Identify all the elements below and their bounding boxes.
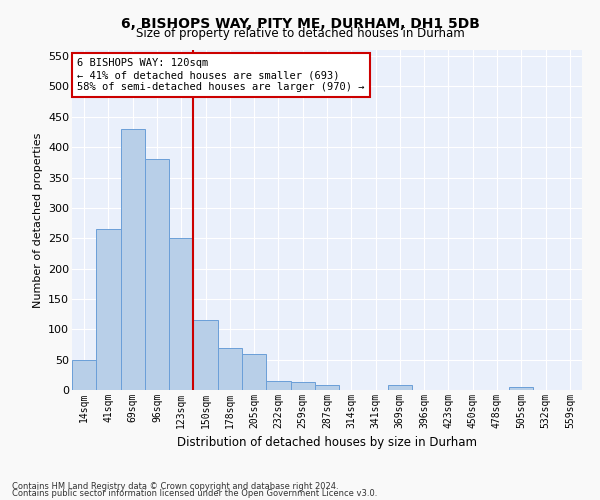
Bar xyxy=(96,229,121,390)
Text: Size of property relative to detached houses in Durham: Size of property relative to detached ho… xyxy=(136,28,464,40)
Bar xyxy=(290,382,315,390)
Bar xyxy=(145,160,169,390)
Bar xyxy=(509,387,533,390)
Bar xyxy=(169,238,193,390)
X-axis label: Distribution of detached houses by size in Durham: Distribution of detached houses by size … xyxy=(177,436,477,450)
Bar xyxy=(315,384,339,390)
Bar xyxy=(266,381,290,390)
Text: 6 BISHOPS WAY: 120sqm
← 41% of detached houses are smaller (693)
58% of semi-det: 6 BISHOPS WAY: 120sqm ← 41% of detached … xyxy=(77,58,365,92)
Bar xyxy=(388,384,412,390)
Text: 6, BISHOPS WAY, PITY ME, DURHAM, DH1 5DB: 6, BISHOPS WAY, PITY ME, DURHAM, DH1 5DB xyxy=(121,18,479,32)
Bar xyxy=(72,360,96,390)
Bar xyxy=(193,320,218,390)
Text: Contains public sector information licensed under the Open Government Licence v3: Contains public sector information licen… xyxy=(12,490,377,498)
Bar xyxy=(121,129,145,390)
Bar xyxy=(242,354,266,390)
Bar xyxy=(218,348,242,390)
Y-axis label: Number of detached properties: Number of detached properties xyxy=(32,132,43,308)
Text: Contains HM Land Registry data © Crown copyright and database right 2024.: Contains HM Land Registry data © Crown c… xyxy=(12,482,338,491)
